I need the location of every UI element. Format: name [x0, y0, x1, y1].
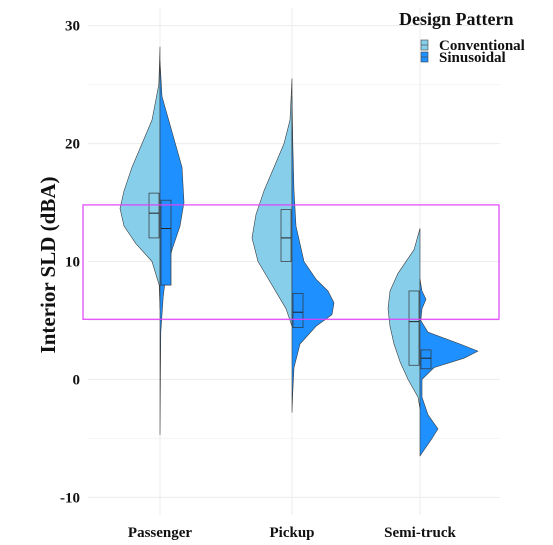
box-conventional-pickup — [280, 209, 292, 262]
boxplots — [148, 192, 432, 370]
legend-label-sinusoidal: Sinusoidal — [439, 50, 506, 66]
x-tick-label: Semi-truck — [384, 525, 456, 541]
violin-conventional-pickup — [251, 78, 293, 327]
legend-label-conventional: Conventional — [439, 38, 525, 54]
box-sinusoidal-passenger — [160, 199, 172, 286]
box-conventional-passenger — [148, 192, 160, 239]
y-tick-label: -10 — [60, 490, 80, 506]
y-tick-label: 0 — [73, 372, 81, 388]
box-conventional-semi-truck — [408, 290, 420, 366]
violin-sinusoidal-passenger — [159, 60, 185, 436]
y-tick-label: 10 — [65, 255, 80, 271]
box-sinusoidal-semi-truck — [420, 349, 432, 370]
box-sinusoidal-pickup — [292, 292, 304, 328]
legend-title: Design Pattern — [399, 9, 513, 29]
y-axis-label: Interior SLD (dBA) — [36, 177, 60, 354]
highlight-region — [82, 204, 500, 320]
y-tick-label: 20 — [65, 137, 80, 153]
axes: -10 0 10 20 30 Passenger Pickup Semi-truck — [60, 19, 456, 541]
x-tick-label: Passenger — [128, 525, 192, 541]
x-tick-label: Pickup — [269, 525, 314, 541]
highlight-box — [82, 204, 500, 320]
violin-sinusoidal-pickup — [291, 96, 335, 413]
violin-sinusoidal-semi-truck — [419, 278, 479, 457]
y-tick-label: 30 — [65, 19, 80, 35]
violins — [119, 46, 479, 457]
violin-conventional-passenger — [119, 46, 161, 309]
